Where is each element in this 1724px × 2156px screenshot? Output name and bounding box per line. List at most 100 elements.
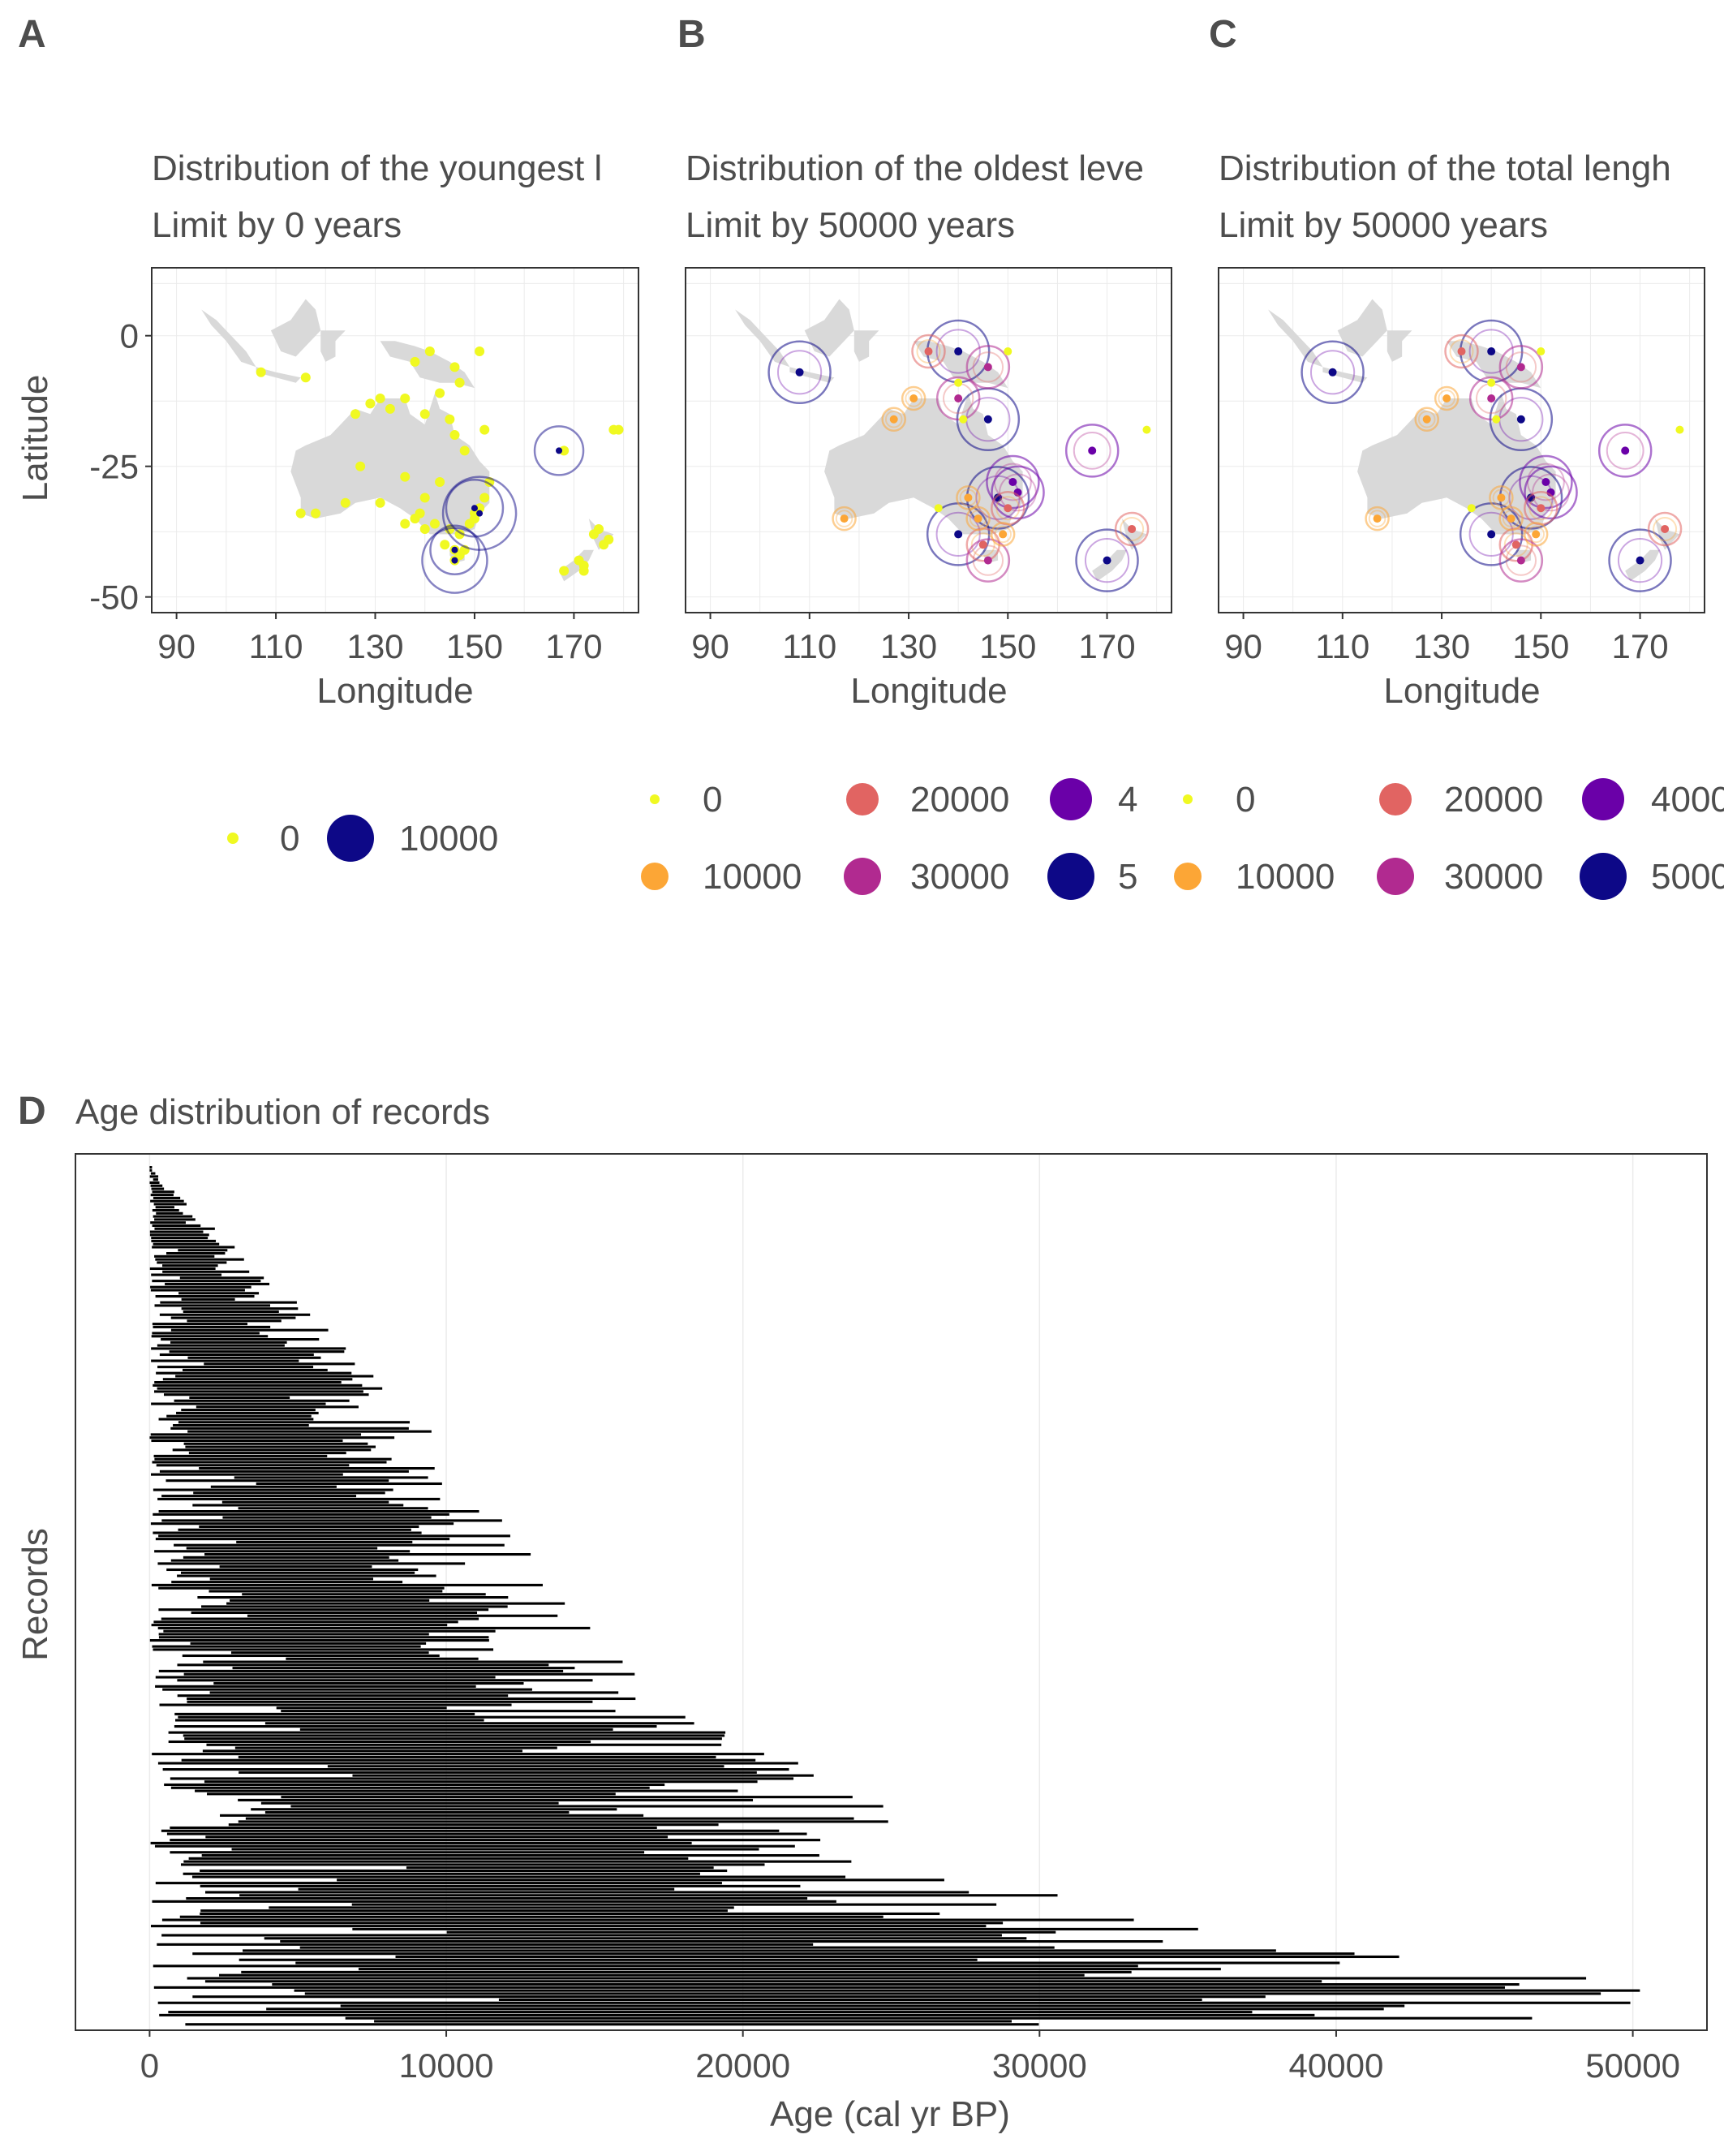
record-bar [158, 1510, 479, 1513]
record-ring [1519, 454, 1573, 510]
record-bar [170, 1559, 399, 1562]
record-ring [1434, 385, 1460, 411]
land-shape [804, 299, 854, 357]
record-point [1457, 347, 1466, 356]
record-bar [234, 1746, 557, 1749]
record-bar [177, 1574, 436, 1577]
record-bar [162, 1688, 532, 1691]
record-point [475, 503, 485, 514]
record-point [419, 523, 430, 534]
record-bar [205, 1835, 669, 1839]
record-bar [188, 1857, 689, 1860]
record-point [479, 424, 490, 435]
record-bar [239, 1894, 1058, 1897]
record-bar [185, 1445, 376, 1448]
record-bar [170, 1777, 794, 1780]
record-ring [1527, 525, 1545, 544]
record-bar [228, 1823, 719, 1827]
record-bar [168, 2011, 1253, 2014]
record-bar [234, 1476, 428, 1479]
record-point [1527, 493, 1536, 502]
record-bar [158, 1636, 489, 1639]
record-bar [152, 1753, 764, 1756]
record-bar [153, 1531, 422, 1534]
record-bar [204, 1980, 1322, 1983]
record-point [449, 430, 460, 441]
record-bar [153, 1242, 220, 1246]
record-ring [935, 329, 981, 374]
record-bar [172, 1448, 372, 1452]
record-bar [245, 1817, 854, 1820]
record-point [475, 346, 485, 357]
record-point [435, 477, 445, 488]
record-bar [202, 1749, 522, 1753]
record-center [476, 510, 484, 517]
record-bar [175, 1375, 374, 1378]
record-bar [151, 1237, 209, 1240]
record-bar [186, 1897, 808, 1900]
record-bar [159, 1313, 311, 1316]
record-bar [164, 1783, 665, 1787]
map-panel-a: 90 110 130 150 170 0 -25 -50 [89, 267, 639, 665]
legend-key [641, 863, 669, 890]
record-point [1373, 514, 1382, 523]
record-bar [151, 1439, 343, 1443]
record-bar [150, 1841, 692, 1844]
record-bar [161, 1617, 479, 1620]
record-bar [151, 1273, 222, 1276]
record-bar [231, 1848, 759, 1851]
record-bar [395, 1955, 1399, 1959]
record-point [311, 508, 321, 519]
panel-a-xlabel: Longitude [316, 671, 473, 711]
record-ring [1365, 506, 1390, 531]
record-bar [155, 1676, 496, 1679]
record-bar [209, 1590, 443, 1593]
record-point [449, 362, 460, 372]
record-bar [251, 1808, 617, 1811]
record-bar [158, 1669, 564, 1672]
record-bar [204, 1780, 758, 1784]
record-bar [149, 1166, 153, 1169]
record-ring [776, 350, 823, 395]
record-bar [153, 1178, 158, 1181]
record-bar [298, 1887, 675, 1891]
record-bar [151, 1239, 217, 1242]
record-bar [158, 1586, 445, 1590]
record-ring [935, 511, 981, 557]
record-point [479, 493, 490, 503]
record-ring [1503, 532, 1528, 557]
record-bar [158, 1418, 314, 1421]
record-bar [238, 1820, 888, 1823]
x-tick-label: 90 [691, 627, 729, 665]
record-bar [158, 1534, 510, 1538]
record-bar [153, 1986, 1505, 1989]
record-ring [1492, 488, 1511, 507]
record-bar [170, 1328, 329, 1332]
record-point [983, 415, 992, 424]
record-bar [260, 1801, 559, 1805]
record-bar [162, 1264, 218, 1267]
record-bar [151, 1347, 346, 1350]
record-bar [153, 1215, 193, 1218]
legend-key [1183, 794, 1193, 804]
map-plot-area [686, 268, 1172, 613]
record-bar [232, 1667, 575, 1670]
record-bar [153, 1454, 328, 1457]
legend-key [844, 858, 881, 895]
record-ring [1368, 510, 1387, 527]
record-bar [153, 1196, 181, 1199]
record-ring [1617, 538, 1663, 583]
record-bar [157, 1387, 383, 1390]
record-ring [835, 510, 853, 527]
record-bar [183, 1860, 852, 1863]
record-point [1537, 504, 1546, 513]
record-bar [187, 1700, 593, 1703]
record-bar [191, 1611, 478, 1615]
record-bar [187, 1356, 321, 1359]
record-bar [189, 1396, 290, 1400]
land-shape [914, 341, 1008, 389]
map-panel-b: 90 110 130 150 170 [685, 267, 1172, 665]
record-point [889, 415, 898, 424]
record-bar [162, 1270, 250, 1273]
record-bar [219, 1973, 1085, 1977]
